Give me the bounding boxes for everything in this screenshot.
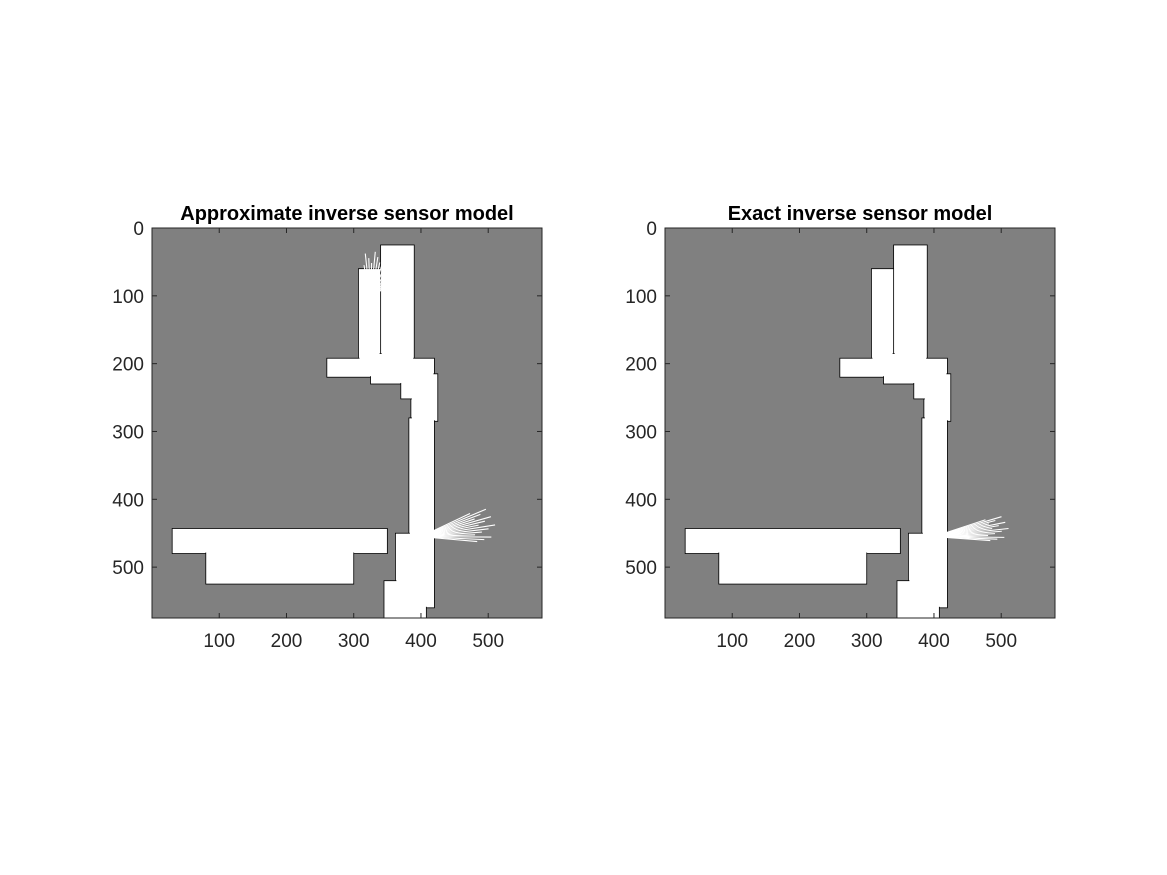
y-tick-label: 500 xyxy=(625,558,657,579)
free-region-fill xyxy=(884,354,920,383)
y-tick-label: 200 xyxy=(112,355,144,376)
chart-title: Exact inverse sensor model xyxy=(728,203,993,225)
plot-area xyxy=(152,228,542,618)
x-tick-label: 300 xyxy=(338,631,370,652)
y-tick-label: 100 xyxy=(625,287,657,308)
x-tick-label: 400 xyxy=(918,631,950,652)
free-region-fill xyxy=(384,581,426,617)
chart-title: Approximate inverse sensor model xyxy=(180,203,513,225)
axis-ticks: 100 200 300 400 500 0 100 200 300 400 500 xyxy=(112,219,542,652)
axis-ticks: 100 200 300 400 500 0 100 200 300 400 500 xyxy=(625,219,1055,652)
free-region-fill xyxy=(371,354,407,383)
x-tick-label: 500 xyxy=(985,631,1017,652)
sensor-ray xyxy=(364,253,372,303)
plot-area xyxy=(665,228,1055,618)
chart-panel-approximate: Approximate inverse sensor model 100 200 3… xyxy=(112,203,543,652)
sensor-ray xyxy=(370,252,387,303)
y-tick-label: 0 xyxy=(133,219,144,240)
x-tick-label: 300 xyxy=(851,631,883,652)
y-tick-label: 300 xyxy=(112,422,144,443)
x-tick-label: 200 xyxy=(271,631,303,652)
free-region-fill xyxy=(719,547,866,584)
sensor-ray xyxy=(420,536,478,543)
chart-panel-exact: Exact inverse sensor model 100 200 300 400 5… xyxy=(625,203,1056,652)
y-tick-label: 400 xyxy=(625,490,657,511)
free-region-fill xyxy=(914,374,933,398)
y-tick-label: 200 xyxy=(625,355,657,376)
x-tick-label: 400 xyxy=(405,631,437,652)
y-tick-label: 400 xyxy=(112,490,144,511)
axes-box xyxy=(151,227,543,619)
axes-box xyxy=(664,227,1056,619)
sensor-ray-fan xyxy=(363,251,398,303)
sensor-ray xyxy=(369,251,376,303)
sensor-ray xyxy=(370,271,397,303)
free-region-fill xyxy=(894,245,927,363)
y-tick-label: 300 xyxy=(625,422,657,443)
x-tick-label: 500 xyxy=(472,631,504,652)
sensor-ray-fan xyxy=(933,516,1009,542)
free-region-fill xyxy=(897,581,939,617)
free-region-fill xyxy=(686,529,900,553)
free-region-fill xyxy=(173,529,387,553)
y-tick-label: 0 xyxy=(646,219,657,240)
free-region-fill xyxy=(381,245,414,363)
sensor-ray-fan xyxy=(420,508,496,543)
free-region-fill xyxy=(872,269,893,363)
free-region-fill xyxy=(401,374,420,398)
sensor-ray xyxy=(933,536,991,542)
x-tick-label: 100 xyxy=(203,631,235,652)
sensor-ray xyxy=(370,260,398,303)
y-tick-label: 100 xyxy=(112,287,144,308)
free-region-fill xyxy=(206,547,353,584)
x-tick-label: 100 xyxy=(716,631,748,652)
y-tick-label: 500 xyxy=(112,558,144,579)
x-tick-label: 200 xyxy=(784,631,816,652)
